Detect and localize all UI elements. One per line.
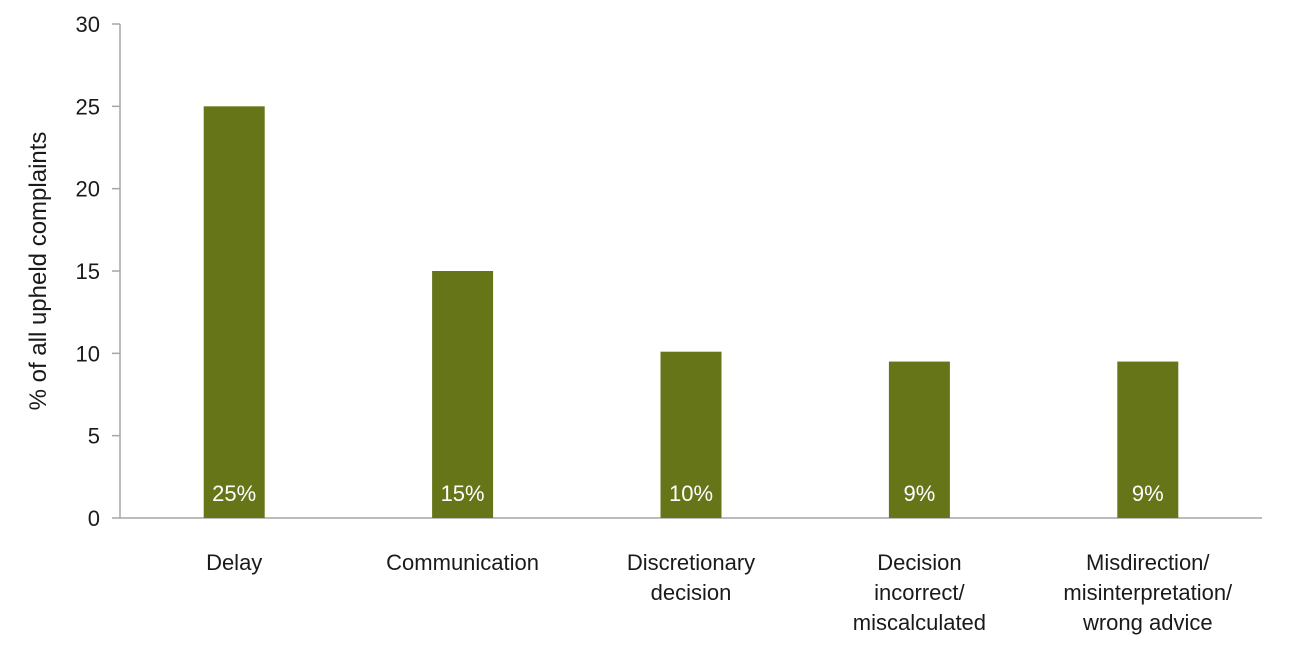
y-tick-label: 0 <box>88 506 100 531</box>
x-tick-label: Discretionary decision <box>627 550 755 605</box>
y-tick-label: 20 <box>76 177 100 202</box>
x-tick-label: Delay <box>206 550 262 575</box>
bar <box>1117 361 1179 518</box>
x-tick-label: Misdirection/misinterpretation/wrong adv… <box>1063 550 1233 635</box>
y-tick-label: 5 <box>88 424 100 449</box>
category-labels: Delay Communication Discretionary decision D… <box>206 550 1233 635</box>
y-axis-label: % of all upheld complaints <box>25 132 52 411</box>
bars <box>203 106 1179 518</box>
bar-data-label: 25% <box>212 481 256 506</box>
y-tick-label: 10 <box>76 341 100 366</box>
bar <box>660 351 722 518</box>
bar-data-labels: 25% 15% 10% 9% 9% <box>212 481 1164 506</box>
bar-data-label: 10% <box>669 481 713 506</box>
bar <box>203 106 265 518</box>
y-axis-ticks: 0 5 10 15 20 25 30 <box>76 12 120 531</box>
bar-data-label: 15% <box>441 481 485 506</box>
y-tick-label: 15 <box>76 259 100 284</box>
bar <box>888 361 950 518</box>
x-tick-label: Decision incorrect/miscalculated <box>853 550 986 635</box>
x-tick-label: Communication <box>386 550 539 575</box>
bar <box>432 271 494 518</box>
bar-data-label: 9% <box>904 481 936 506</box>
bar-data-label: 9% <box>1132 481 1164 506</box>
y-tick-label: 25 <box>76 94 100 119</box>
y-tick-label: 30 <box>76 12 100 37</box>
